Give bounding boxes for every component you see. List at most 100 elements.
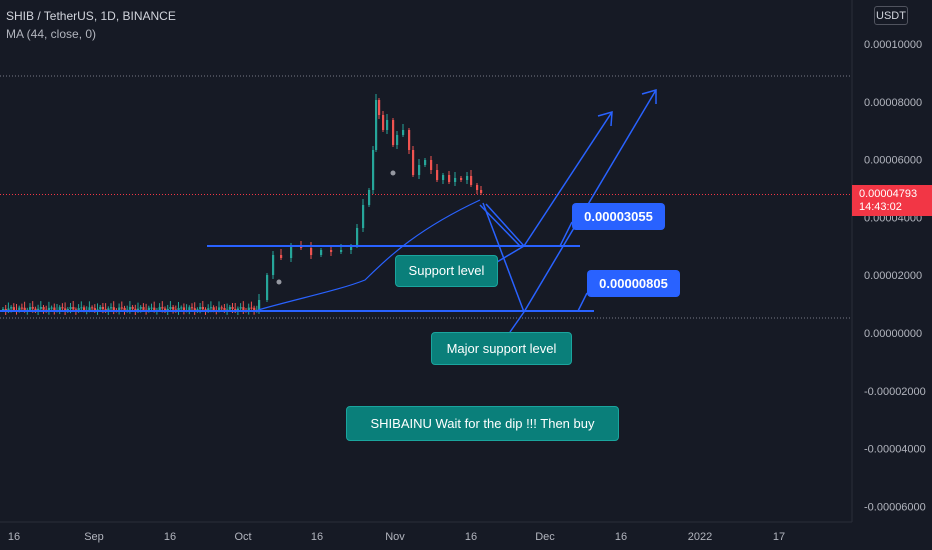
candle-body [258,300,261,310]
currency-button[interactable]: USDT [874,6,908,25]
candle-body [239,307,242,309]
candle-body [31,307,34,309]
arrow-head-2 [641,89,657,104]
y-tick-label: -0.00004000 [864,444,926,456]
major-support-pointer [509,311,525,333]
major-support-value-callout[interactable]: 0.00000805 [587,270,680,297]
candle-body [37,308,40,311]
candle-body [220,307,223,309]
y-tick-label: 0.00010000 [864,39,922,51]
candle-body [142,307,145,310]
candle-body [61,307,64,309]
candle-body [231,307,234,309]
candle-body [131,307,134,309]
candle-body [290,245,293,258]
candle-body [166,308,169,311]
candle-body [93,308,96,311]
projection-rise-1 [523,111,613,247]
ma-line [257,199,481,311]
candle-body [110,307,113,309]
candle-body [418,165,421,175]
candle-body [10,307,13,309]
candle-body [310,248,313,255]
candle-body [191,307,194,309]
candle-body [147,307,150,311]
candle-body [134,308,137,311]
candle-body [250,307,253,309]
candle-body [72,307,75,310]
bar-countdown: 14:43:02 [859,201,902,213]
candle-body [424,160,427,165]
candle-body [118,307,121,311]
y-tick-label: -0.00006000 [864,501,926,513]
candle-body [80,307,83,309]
major-value-pointer [577,292,588,312]
candle-body [442,175,445,180]
candle-body [77,308,80,311]
major-support-callout[interactable]: Major support level [431,332,572,365]
x-tick-label: 16 [615,531,627,543]
y-tick-label: 0.00002000 [864,270,922,282]
candle-body [350,246,353,250]
candle-body [182,307,186,311]
candle-body [368,190,371,205]
candle-body [188,307,191,311]
last-price-value: 0.00004793 [859,188,918,200]
candle-body [209,307,213,309]
last-price-tag: 0.00004793 14:43:02 [852,185,932,216]
candle-body [120,307,123,309]
dip-note-callout[interactable]: SHIBAINU Wait for the dip !!! Then buy [346,406,619,441]
projection-drop-1 [479,203,526,247]
x-tick-label: Dec [535,531,555,543]
candle-body [253,307,256,311]
candle-body [234,308,237,311]
support-level-callout[interactable]: Support level [395,255,498,287]
symbol-legend[interactable]: SHIB / TetherUS, 1D, BINANCE [6,9,176,23]
candle-body [123,307,126,311]
candle-body [101,307,105,310]
support-pointer [496,245,525,263]
candle-body [412,150,415,175]
candle-body [64,308,67,311]
x-tick-label: 17 [773,531,785,543]
candle-body [242,307,245,310]
y-tick-label: 0.00000000 [864,328,922,340]
x-tick-label: Nov [385,531,405,543]
candle-body [53,307,56,311]
candle-body [236,308,240,311]
candle-body [58,307,61,311]
support-value-callout[interactable]: 0.00003055 [572,203,665,230]
candle-body [161,307,164,309]
x-tick-label: 16 [311,531,323,543]
candle-body [480,190,483,193]
candle-body [280,255,283,258]
candle-body [212,307,215,311]
candle-body [476,185,479,190]
candle-body [4,309,7,311]
candle-body [266,275,269,300]
candle-body [88,307,91,311]
candle-body [91,307,94,309]
candle-body [402,130,405,135]
y-tick-label: -0.00002000 [864,386,926,398]
candle-body [207,308,210,311]
candle-body [39,307,42,309]
candle-body [23,307,26,311]
candle-body [460,178,463,180]
candle-body [172,307,175,310]
candle-body [150,307,153,309]
ma-legend[interactable]: MA (44, close, 0) [6,27,97,41]
x-tick-label: 2022 [688,531,712,543]
candle-body [2,309,5,310]
x-tick-label: 16 [465,531,477,543]
candle-body [34,308,37,311]
candle-body [330,250,333,252]
low-marker [276,279,282,285]
candle-body [199,307,202,310]
candle-body [69,307,72,310]
candle-body [128,307,132,310]
candle-body [396,135,399,145]
candle-body [272,255,275,275]
arrow-head-1 [597,110,613,127]
